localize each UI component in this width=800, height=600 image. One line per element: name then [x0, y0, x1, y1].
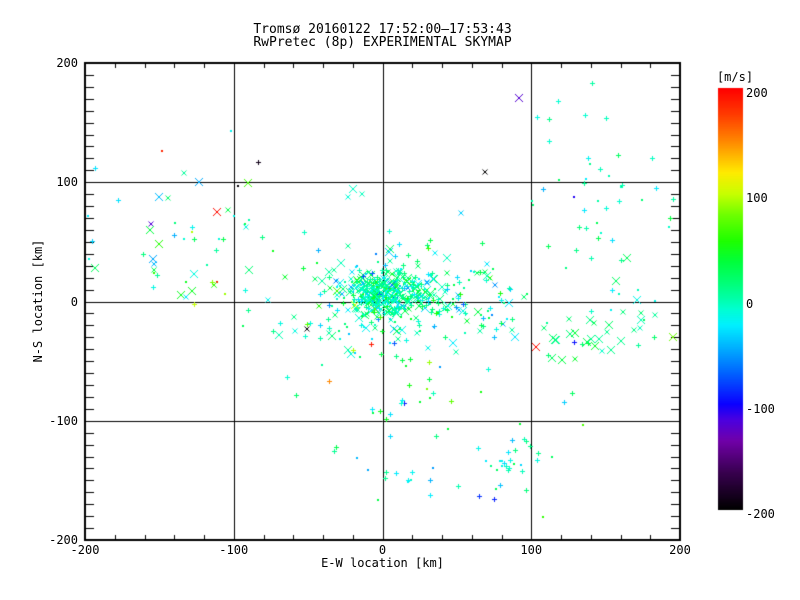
y-tick-label: 200 [56, 56, 78, 70]
y-tick-label: -200 [49, 533, 78, 547]
x-tick-label: 0 [378, 543, 387, 557]
x-axis-title: E-W location [km] [321, 556, 444, 570]
colorbar-tick-label: -200 [746, 507, 775, 521]
plot-title: Tromsø 20160122 17:52:00–17:53:43 [253, 22, 512, 37]
y-tick-label: 0 [70, 294, 78, 309]
x-tick-label: -100 [219, 543, 249, 557]
colorbar-unit-label: [m/s] [716, 70, 754, 84]
x-tick-label: -200 [70, 543, 100, 557]
colorbar-tick-label: 0 [746, 296, 754, 311]
y-tick-label: -100 [49, 413, 78, 428]
y-tick-label: 100 [56, 175, 78, 190]
plot-subtitle: RwPretec (8p) EXPERIMENTAL SKYMAP [253, 35, 512, 50]
colorbar-tick-label: 200 [746, 86, 768, 100]
x-tick-label: 200 [669, 543, 691, 557]
colorbar-tick-label: 100 [746, 191, 768, 206]
colorbar-tick-label: -100 [746, 401, 775, 416]
x-tick-label: 100 [520, 543, 543, 557]
